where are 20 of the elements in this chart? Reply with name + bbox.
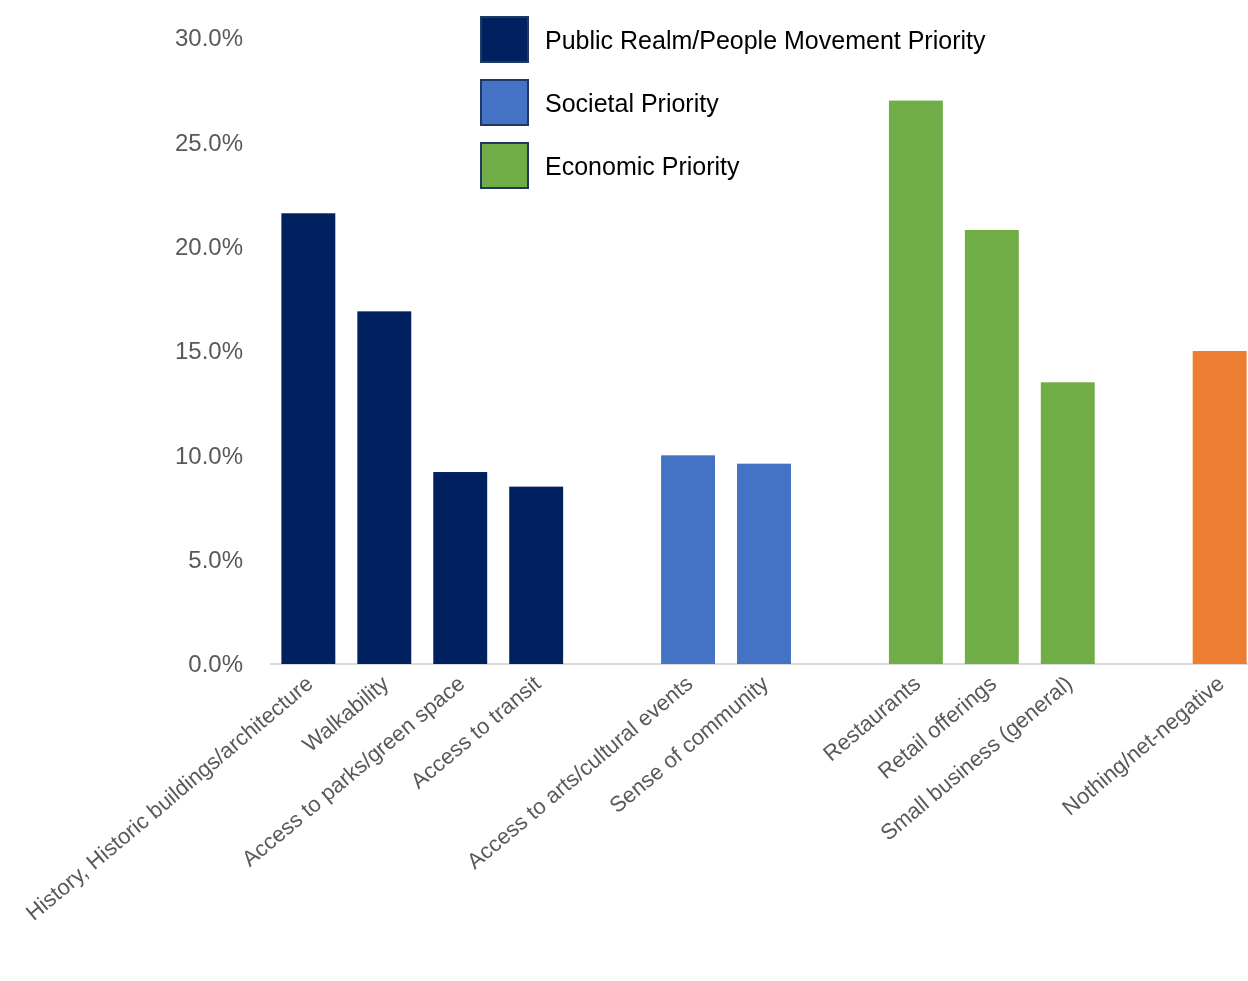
- legend-label: Economic Priority: [545, 151, 740, 180]
- y-tick-label: 5.0%: [188, 546, 243, 574]
- bar: [661, 455, 716, 664]
- bar: [1040, 382, 1095, 664]
- bar: [281, 213, 336, 664]
- bar: [964, 229, 1019, 664]
- legend-label: Societal Priority: [545, 88, 720, 117]
- y-tick-label: 20.0%: [174, 233, 243, 261]
- y-tick-label: 10.0%: [174, 441, 243, 469]
- y-tick-label: 0.0%: [188, 650, 243, 678]
- bar: [737, 463, 791, 664]
- legend-label: Public Realm/People Movement Priority: [545, 25, 986, 54]
- bar: [357, 311, 412, 664]
- bar: [888, 100, 943, 664]
- bar: [433, 472, 488, 664]
- bar: [1192, 351, 1247, 664]
- y-tick-label: 15.0%: [174, 337, 243, 365]
- bar: [509, 486, 564, 664]
- y-tick-label: 25.0%: [174, 128, 243, 156]
- y-tick-label: 30.0%: [174, 24, 243, 52]
